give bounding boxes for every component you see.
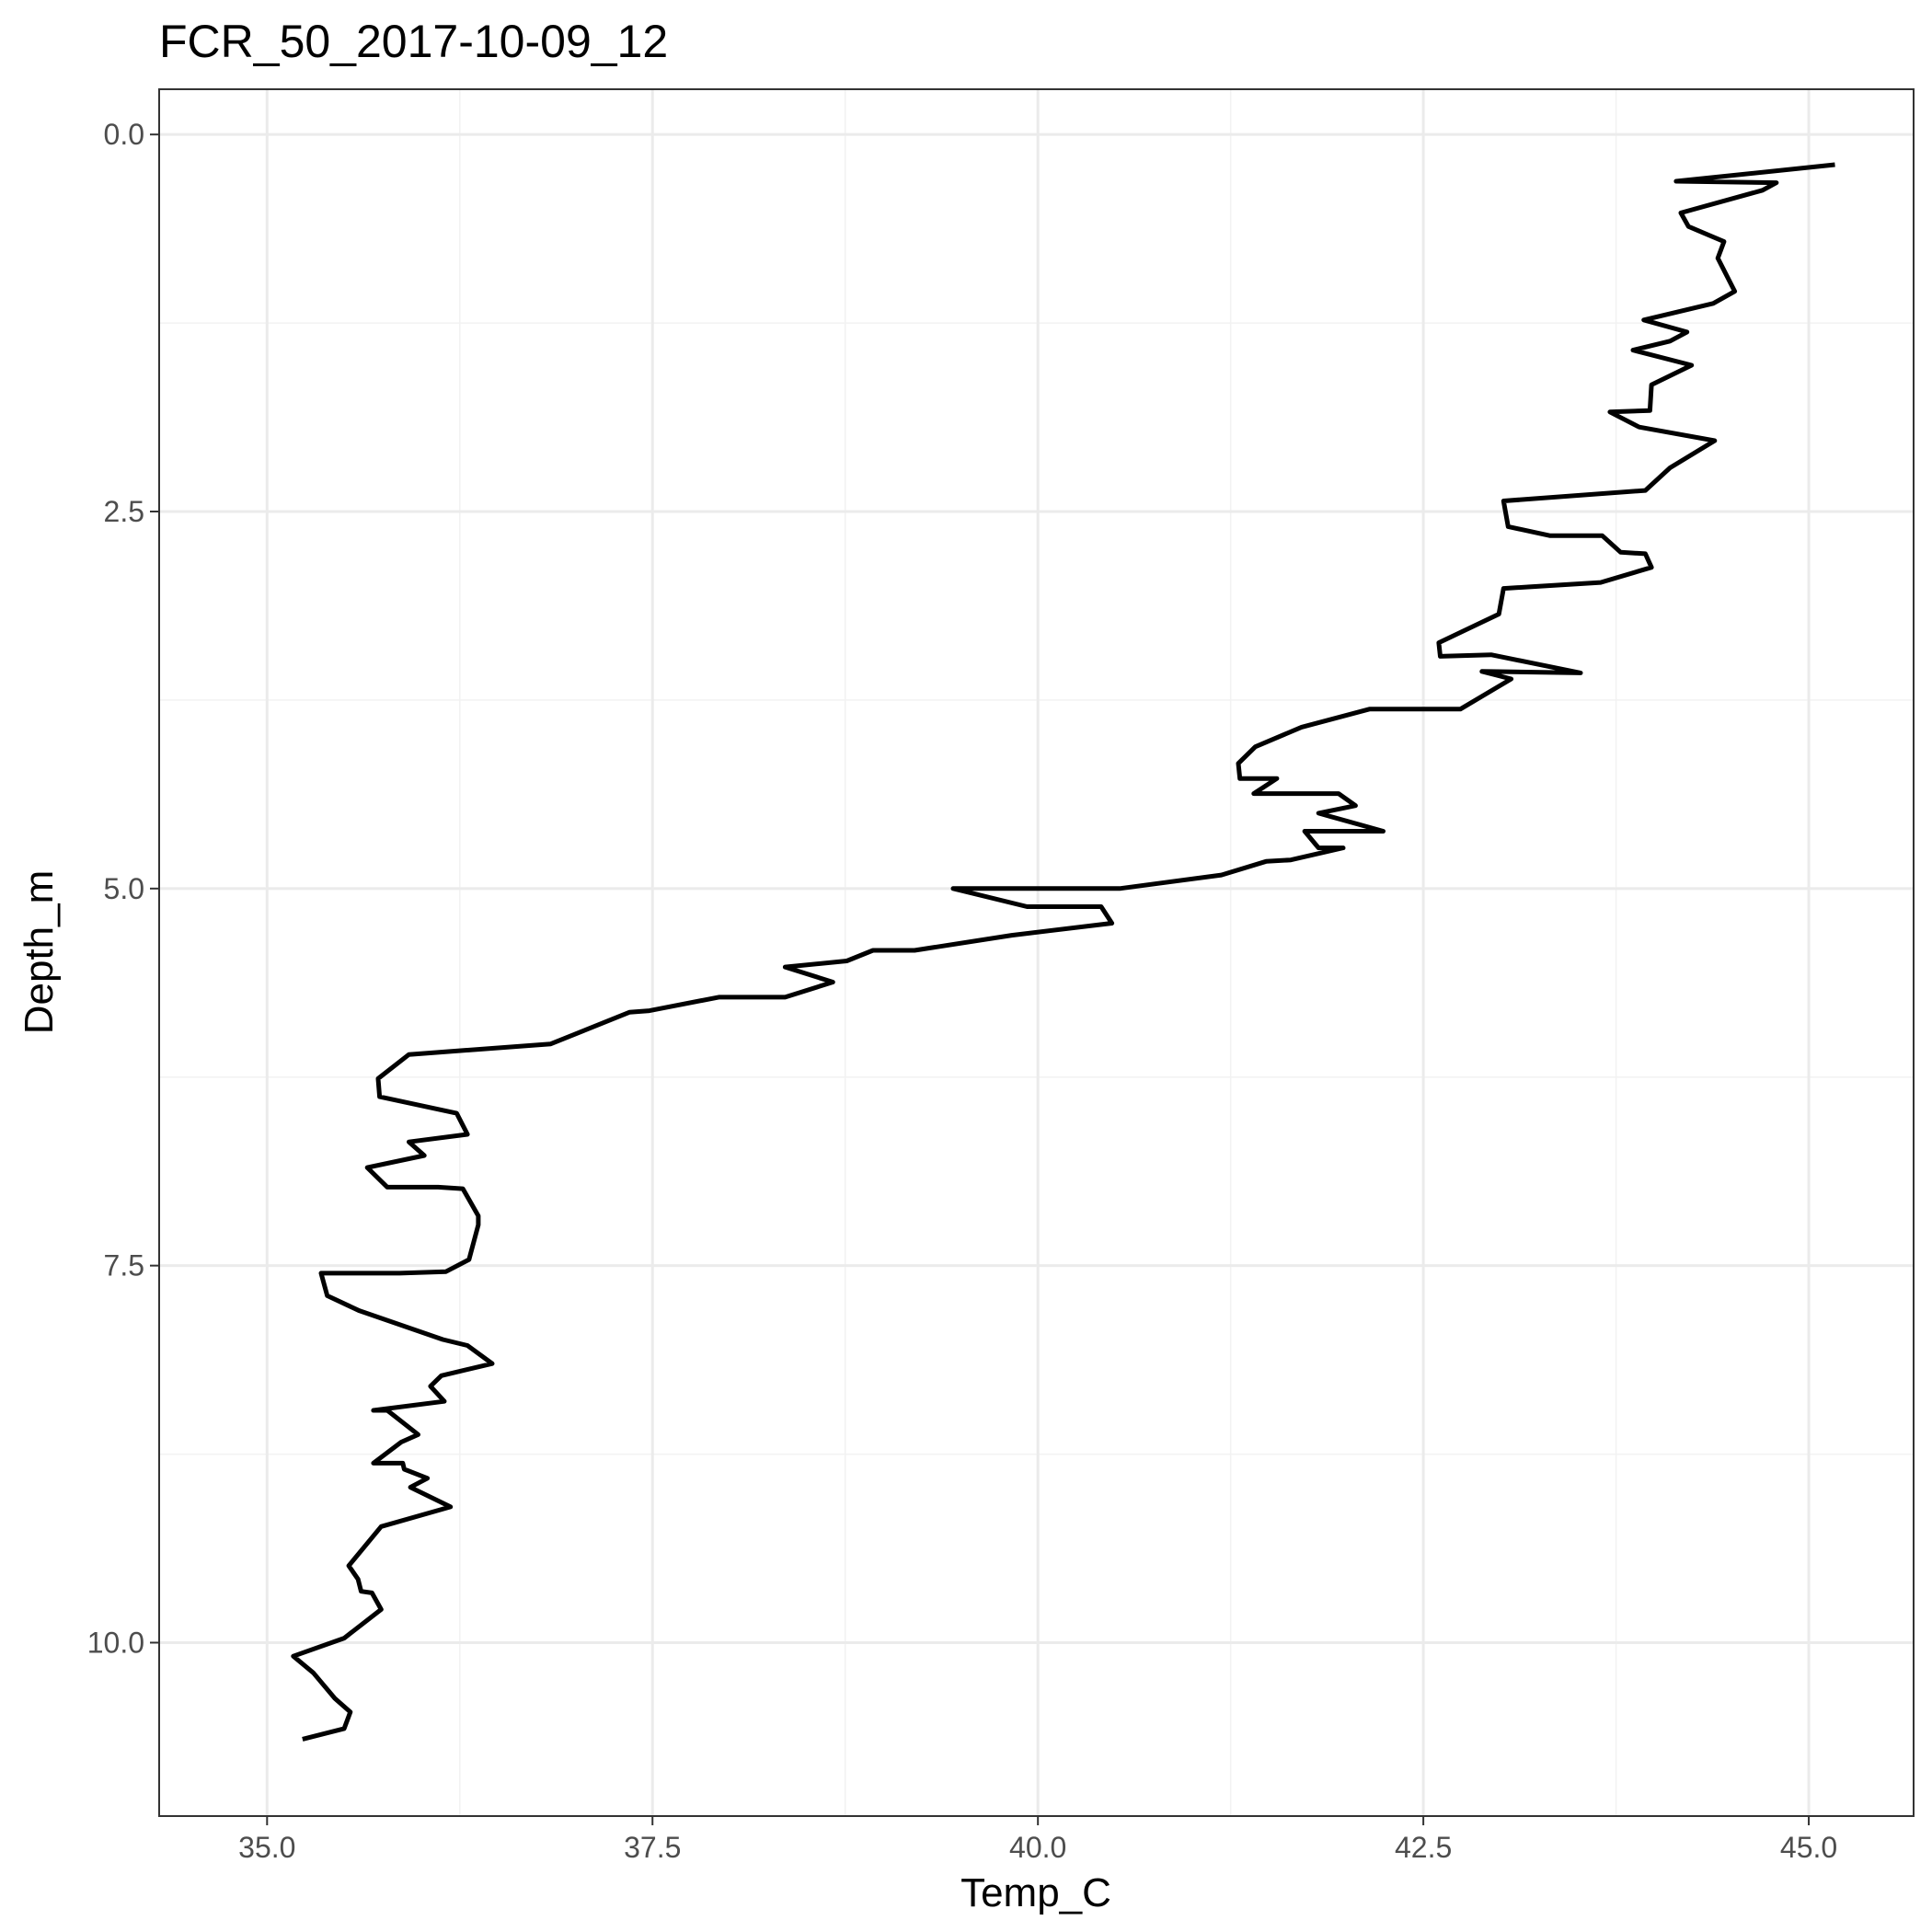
x-tick-label: 37.5	[624, 1831, 681, 1864]
y-tick-label: 5.0	[104, 872, 144, 905]
y-tick-label: 0.0	[104, 118, 144, 151]
x-tick-label: 40.0	[1009, 1831, 1066, 1864]
y-tick-label: 7.5	[104, 1249, 144, 1282]
x-tick-label: 35.0	[238, 1831, 295, 1864]
x-tick-label: 45.0	[1780, 1831, 1837, 1864]
chart-title: FCR_50_2017-10-09_12	[159, 16, 668, 67]
grid-lines	[159, 89, 1914, 1816]
y-axis: 0.0 2.5 5.0 7.5 10.0	[87, 118, 159, 1659]
panel-border	[158, 88, 1915, 1817]
x-tick-label: 42.5	[1395, 1831, 1452, 1864]
series-layer	[291, 162, 1835, 1742]
x-axis: 35.0 37.5 40.0 42.5 45.0	[238, 1816, 1837, 1864]
x-axis-title: Temp_C	[960, 1870, 1111, 1915]
y-axis-title: Depth_m	[17, 870, 62, 1035]
temperature-profile-line	[291, 162, 1835, 1742]
y-tick-label: 10.0	[87, 1626, 144, 1659]
y-tick-label: 2.5	[104, 495, 144, 528]
